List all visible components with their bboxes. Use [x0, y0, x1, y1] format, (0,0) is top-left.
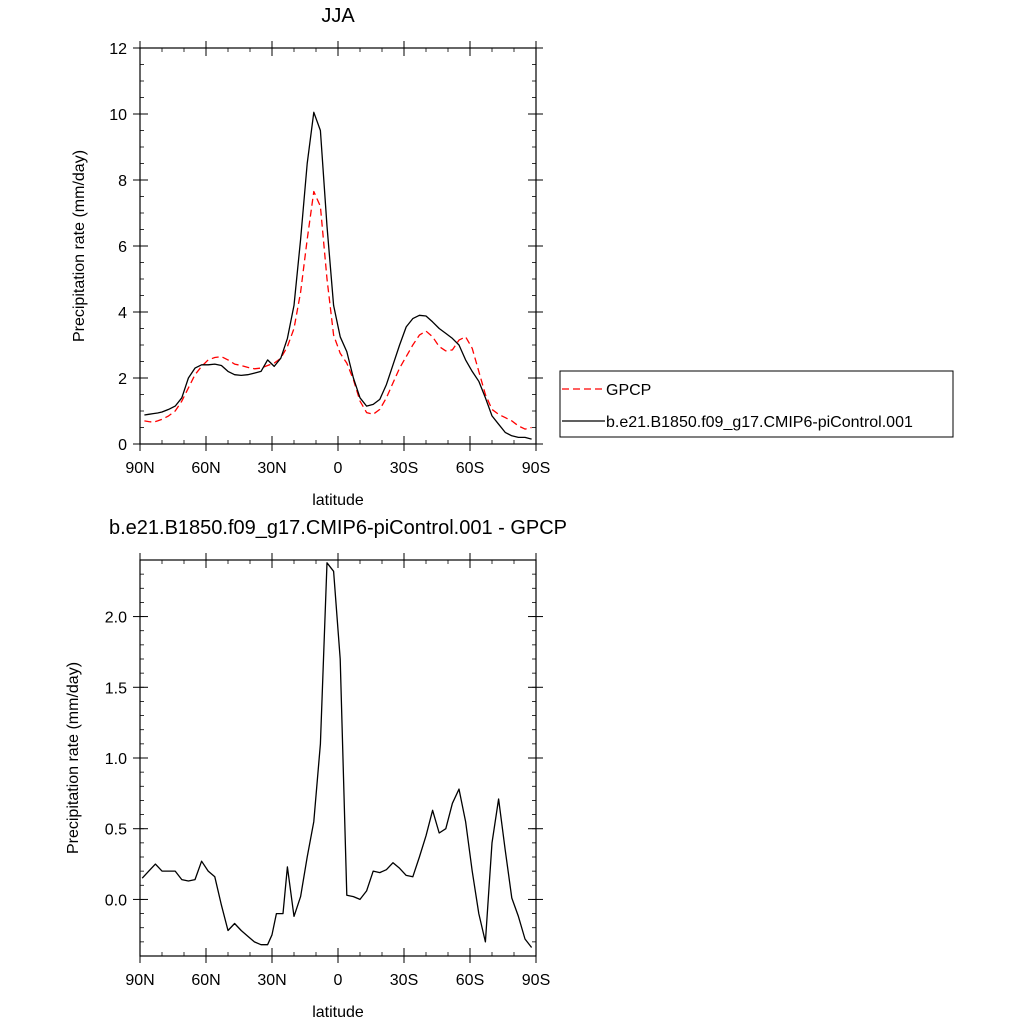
top-y-tick-label: 12	[109, 41, 127, 58]
bottom-y-tick-label: 2.0	[105, 610, 127, 627]
bottom-series-group	[141, 562, 533, 948]
bottom-x-tick-label: 60S	[456, 972, 484, 989]
bottom-chart-title: b.e21.B1850.f09_g17.CMIP6-piControl.001 …	[109, 517, 567, 539]
top-series-group	[144, 111, 532, 440]
top-y-tick-label: 6	[118, 239, 127, 256]
bottom-axis-ticks: 0.0 0.5 1.0 1.5 2.0 90N 60N 30N 0 30S 60S 90S	[105, 553, 550, 989]
top-y-tick-label: 2	[118, 371, 127, 388]
bottom-x-tick-label: 90S	[522, 972, 550, 989]
bottom-x-tick-label: 90N	[125, 972, 154, 989]
legend-model-label: b.e21.B1850.f09_g17.CMIP6-piControl.001	[606, 414, 913, 431]
top-plot-frame	[139, 47, 537, 445]
bottom-y-axis-label: Precipitation rate (mm/day)	[65, 662, 82, 854]
bottom-x-axis-label: latitude	[312, 1004, 364, 1021]
top-y-tick-label: 10	[109, 107, 127, 124]
top-y-axis-label: Precipitation rate (mm/day)	[71, 150, 88, 342]
bottom-x-tick-label: 60N	[191, 972, 220, 989]
legend: GPCP b.e21.B1850.f09_g17.CMIP6-piControl…	[559, 370, 954, 438]
top-y-tick-label: 8	[118, 173, 127, 190]
top-x-tick-label: 60N	[191, 460, 220, 477]
legend-gpcp-label: GPCP	[606, 382, 651, 399]
bottom-x-tick-label: 30S	[390, 972, 418, 989]
top-x-tick-label: 60S	[456, 460, 484, 477]
bottom-series-line-0	[141, 562, 533, 948]
top-x-axis-label: latitude	[312, 492, 364, 509]
top-series-line-0	[144, 190, 532, 430]
bottom-y-tick-label: 1.0	[105, 751, 127, 768]
top-panel: JJA 0 2 4 6 8 10 12 90N 60N 30N 0 30S 60S 90S latitud…	[71, 5, 954, 509]
bottom-y-tick-label: 0.5	[105, 822, 127, 839]
top-series-line-1	[144, 111, 532, 440]
top-x-tick-label: 0	[334, 460, 343, 477]
legend-box	[559, 370, 954, 438]
top-y-tick-label: 4	[118, 305, 127, 322]
top-y-tick-label: 0	[118, 437, 127, 454]
bottom-y-tick-label: 0.0	[105, 892, 127, 909]
bottom-x-tick-label: 0	[334, 972, 343, 989]
top-chart-title: JJA	[321, 5, 355, 27]
bottom-panel: b.e21.B1850.f09_g17.CMIP6-piControl.001 …	[65, 517, 567, 1021]
bottom-x-tick-label: 30N	[257, 972, 286, 989]
top-axis-ticks: 0 2 4 6 8 10 12 90N 60N 30N 0 30S 60S 90S	[109, 41, 550, 477]
bottom-y-tick-label: 1.5	[105, 680, 127, 697]
top-x-tick-label: 90S	[522, 460, 550, 477]
top-x-tick-label: 30S	[390, 460, 418, 477]
top-x-tick-label: 30N	[257, 460, 286, 477]
top-x-tick-label: 90N	[125, 460, 154, 477]
